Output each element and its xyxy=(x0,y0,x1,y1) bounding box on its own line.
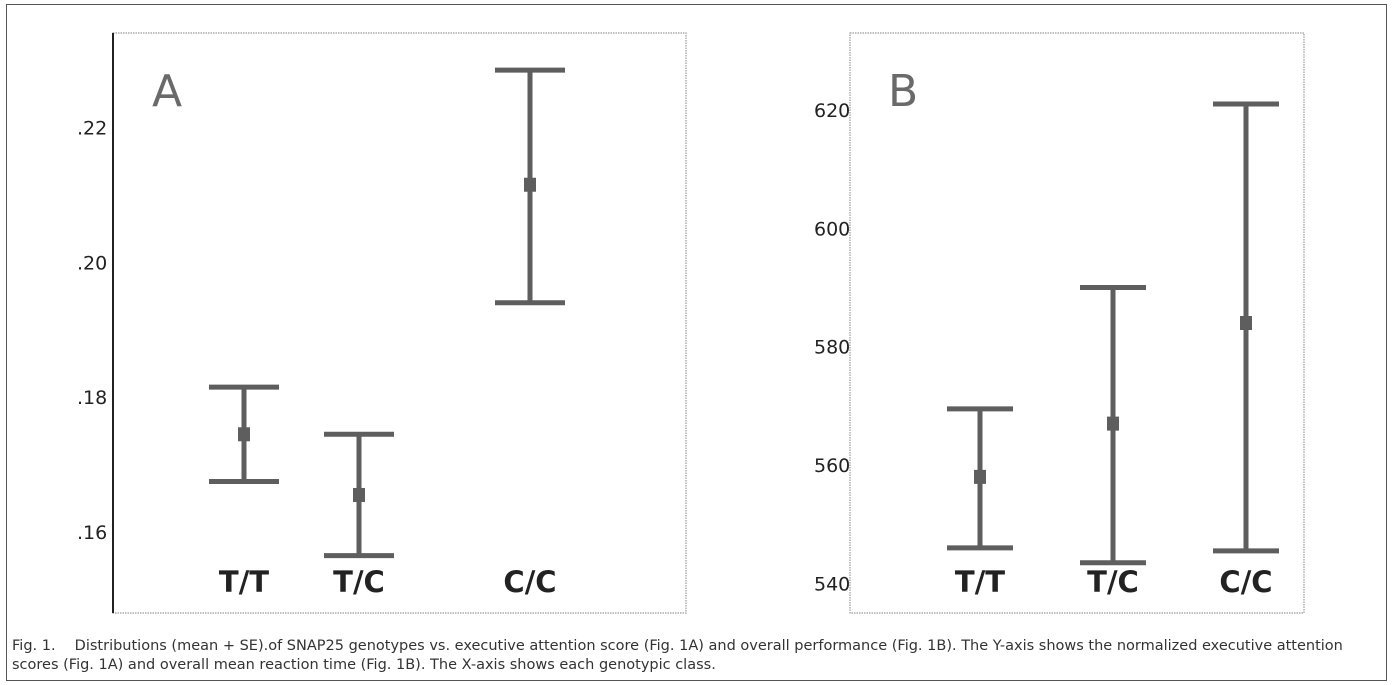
y-tick-label: 580 xyxy=(814,337,850,359)
y-tick-label: .18 xyxy=(77,387,107,409)
errorbar-t-c xyxy=(1080,284,1146,566)
errorbar-c-c xyxy=(1213,101,1279,554)
panel-a: A .16 .18 .20 .22 T/T T/C C/C xyxy=(77,32,687,614)
category-label: T/C xyxy=(1087,565,1139,599)
y-tick-label: 560 xyxy=(814,455,850,477)
y-tick-label: .22 xyxy=(77,117,107,139)
category-label: T/T xyxy=(955,565,1005,599)
category-label: T/T xyxy=(219,565,269,599)
category-label: T/C xyxy=(333,565,385,599)
errorbar-t-t xyxy=(947,406,1013,551)
y-tick-label: .20 xyxy=(77,252,107,274)
panel-letter: B xyxy=(888,66,918,117)
figure-frame xyxy=(6,4,1387,681)
y-tick-label: 620 xyxy=(814,100,850,122)
plot-area-border xyxy=(849,32,1305,614)
y-tick-label: 540 xyxy=(814,573,850,595)
mean-marker xyxy=(974,469,986,484)
y-tick-label: 600 xyxy=(814,218,850,240)
mean-marker xyxy=(238,427,250,442)
errorbar-c-c xyxy=(495,67,565,306)
category-label: C/C xyxy=(1219,565,1272,599)
mean-marker xyxy=(1240,316,1252,330)
panel-b: B 540 560 580 600 620 T/T T/C C/C xyxy=(814,32,1305,614)
plot-area-border xyxy=(112,32,687,614)
errorbar-t-t xyxy=(209,384,279,484)
category-label: C/C xyxy=(503,565,556,599)
y-tick-label: .16 xyxy=(77,522,107,544)
panel-letter: A xyxy=(152,66,182,117)
mean-marker xyxy=(353,487,365,502)
errorbar-t-c xyxy=(324,431,394,559)
mean-marker xyxy=(524,177,536,192)
mean-marker xyxy=(1107,416,1119,431)
figure-caption: Fig. 1. Distributions (mean + SE).of SNA… xyxy=(12,638,1343,673)
